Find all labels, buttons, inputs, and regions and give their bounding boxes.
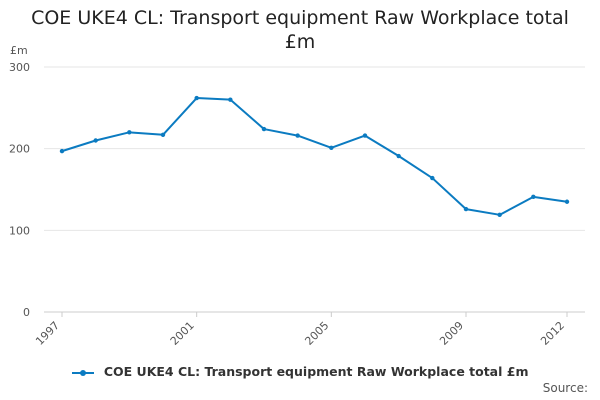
x-tick-label-2001: 2001: [168, 319, 197, 348]
data-point-1999: [127, 130, 132, 135]
source-label: Source:: [542, 381, 588, 395]
chart-title-line-1: COE UKE4 CL: Transport equipment Raw Wor…: [31, 7, 569, 29]
data-point-2002: [228, 97, 233, 102]
x-tick-label-1997: 1997: [33, 319, 62, 348]
data-point-2009: [463, 206, 469, 212]
chart-title: COE UKE4 CL: Transport equipment Raw Wor…: [0, 6, 600, 54]
data-point-2001: [194, 95, 199, 101]
x-axis-ticks: 1997 2001 2005 2009 2012: [33, 312, 568, 348]
data-point-2010: [497, 212, 502, 218]
data-point-2012: [564, 199, 570, 204]
y-tick-label-200: 200: [9, 143, 30, 156]
x-tick-label-2012: 2012: [538, 319, 567, 348]
data-point-2005: [329, 145, 334, 151]
y-tick-label-0: 0: [23, 306, 30, 319]
gridlines: [44, 66, 585, 313]
series-layer: [59, 95, 570, 218]
y-tick-label-300: 300: [9, 61, 30, 74]
y-tick-label-100: 100: [9, 224, 30, 237]
legend: COE UKE4 CL: Transport equipment Raw Wor…: [0, 364, 600, 379]
data-point-2000: [160, 132, 166, 137]
data-point-2008: [430, 175, 435, 181]
y-axis-ticks: 0 100 200 300: [9, 61, 30, 319]
data-point-2006: [362, 133, 368, 138]
chart-title-line-2: £m: [284, 31, 316, 53]
y-axis-unit-label: £m: [10, 44, 28, 57]
data-point-1998: [93, 138, 98, 143]
x-tick-label-2009: 2009: [437, 319, 466, 348]
data-point-2011: [531, 194, 536, 200]
data-point-2004: [295, 133, 300, 138]
data-point-2003: [261, 126, 267, 132]
series-line: [61, 97, 568, 216]
x-tick-label-2005: 2005: [302, 319, 331, 348]
data-point-2007: [396, 153, 401, 159]
legend-marker: [71, 368, 94, 378]
legend-label: COE UKE4 CL: Transport equipment Raw Wor…: [103, 364, 529, 379]
data-point-1997: [59, 148, 65, 154]
legend-dot: [79, 369, 86, 376]
